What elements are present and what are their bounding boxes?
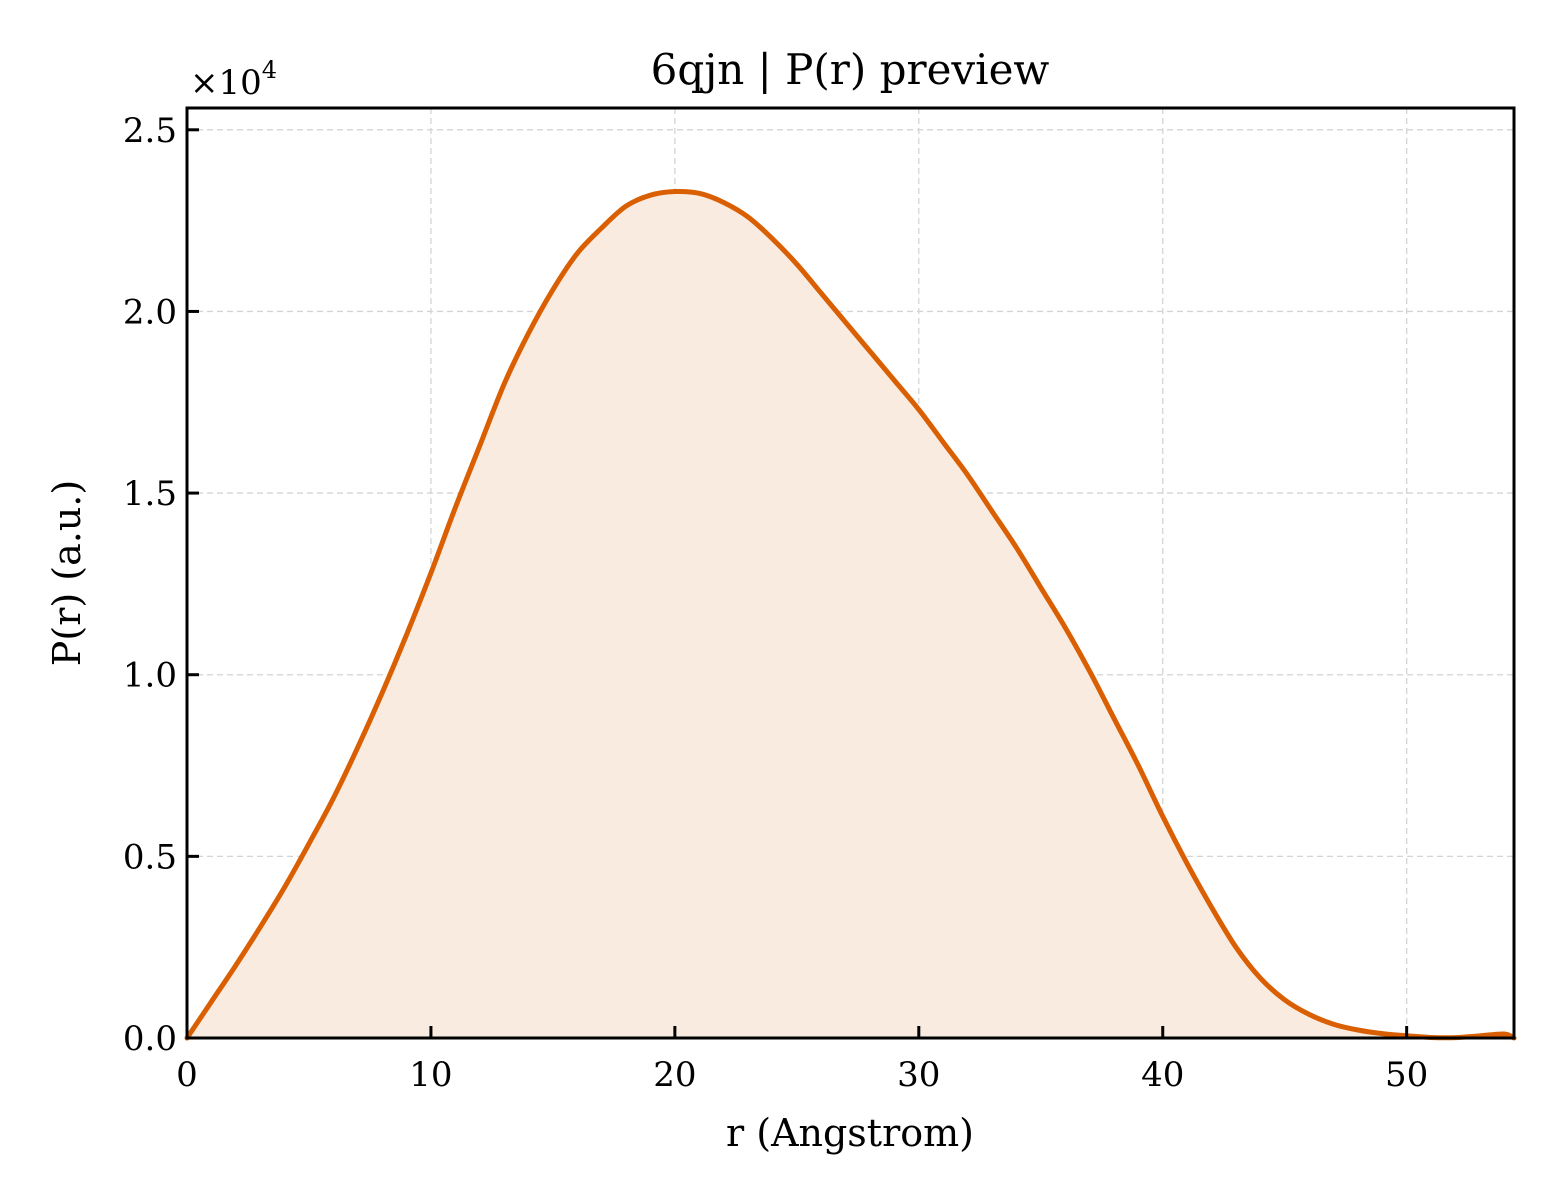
y-tick-label: 0.5 (123, 837, 177, 877)
plot-frame (185, 106, 1516, 1040)
y-tick-label: 2.0 (123, 292, 177, 332)
x-tick-label: 20 (653, 1055, 696, 1095)
x-tick-label: 30 (897, 1055, 940, 1095)
y-tick-label: 1.0 (123, 656, 177, 696)
y-axis-label: P(r) (a.u.) (45, 480, 89, 666)
y-scale-exponent: 4 (262, 56, 277, 84)
y-scale-factor: ×10 (190, 63, 262, 103)
chart-title: 6qjn | P(r) preview (651, 45, 1050, 94)
x-tick-label: 0 (176, 1055, 198, 1095)
area-fill (187, 191, 1514, 1038)
y-scale-multiplier: ×104 (190, 56, 277, 103)
y-tick-label: 0.0 (123, 1019, 177, 1059)
x-tick-label: 50 (1385, 1055, 1428, 1095)
x-tick-label: 40 (1141, 1055, 1184, 1095)
x-axis-label: r (Angstrom) (726, 1111, 974, 1155)
y-tick-label: 1.5 (123, 474, 177, 514)
series-line (184, 188, 1517, 1041)
x-axis: 0 10 20 30 40 50 (176, 1026, 1428, 1095)
x-tick-label: 10 (409, 1055, 452, 1095)
y-tick-label: 2.5 (123, 111, 177, 151)
y-axis: 0.0 0.5 1.0 1.5 2.0 2.5 (123, 111, 199, 1059)
